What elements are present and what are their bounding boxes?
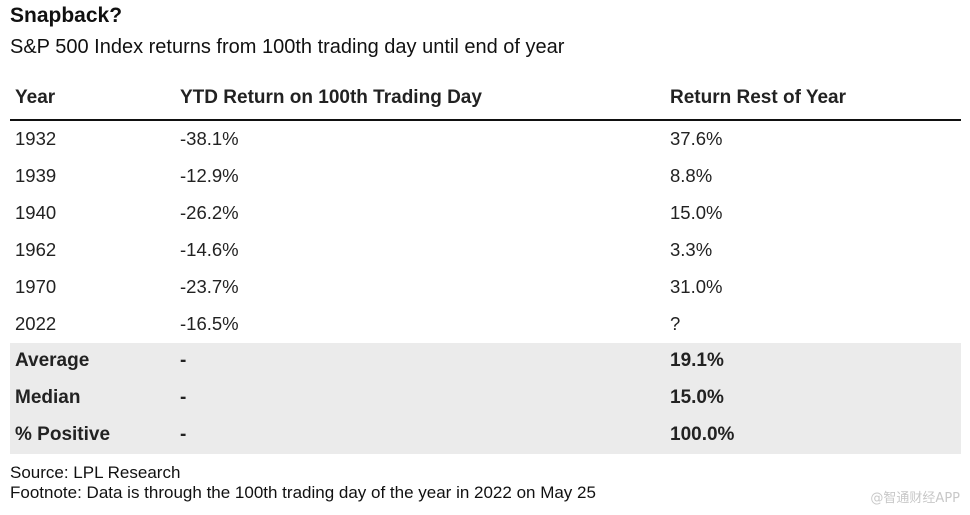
summary-return-rest-of-year: 15.0% <box>670 387 724 408</box>
table-row: 2022 -16.5% ? <box>10 306 961 343</box>
cell-year: 1962 <box>15 239 57 260</box>
table-row: 1932 -38.1% 37.6% <box>10 121 961 158</box>
header-ytd-return: YTD Return on 100th Trading Day <box>180 87 482 108</box>
summary-label: % Positive <box>15 424 111 445</box>
cell-year: 1940 <box>15 202 57 223</box>
summary-row-average: Average - 19.1% <box>10 343 961 380</box>
watermark: @智通财经APP <box>870 491 960 506</box>
cell-return-rest-of-year: 15.0% <box>670 202 723 223</box>
summary-row-median: Median - 15.0% <box>10 380 961 417</box>
summary-label: Median <box>15 387 81 408</box>
returns-table: Year YTD Return on 100th Trading Day Ret… <box>10 80 961 454</box>
cell-ytd-return: -12.9% <box>180 165 239 186</box>
footnote: Footnote: Data is through the 100th trad… <box>10 483 596 502</box>
cell-return-rest-of-year: ? <box>670 313 681 334</box>
cell-ytd-return: -26.2% <box>180 202 239 223</box>
cell-return-rest-of-year: 31.0% <box>670 276 723 297</box>
summary-ytd-return: - <box>180 350 187 371</box>
cell-ytd-return: -16.5% <box>180 313 239 334</box>
cell-year: 1970 <box>15 276 57 297</box>
chart-title: Snapback? <box>10 4 123 27</box>
chart-subtitle: S&P 500 Index returns from 100th trading… <box>10 36 565 58</box>
summary-row-percent-positive: % Positive - 100.0% <box>10 417 961 454</box>
cell-return-rest-of-year: 3.3% <box>670 239 713 260</box>
cell-year: 2022 <box>15 313 57 334</box>
table-row: 1970 -23.7% 31.0% <box>10 269 961 306</box>
cell-ytd-return: -38.1% <box>180 128 239 149</box>
cell-ytd-return: -23.7% <box>180 276 239 297</box>
summary-label: Average <box>15 350 90 371</box>
summary-return-rest-of-year: 19.1% <box>670 350 724 371</box>
table-row: 1939 -12.9% 8.8% <box>10 158 961 195</box>
table-row: 1940 -26.2% 15.0% <box>10 195 961 232</box>
table-header: Year YTD Return on 100th Trading Day Ret… <box>10 80 961 121</box>
cell-year: 1932 <box>15 128 57 149</box>
cell-return-rest-of-year: 8.8% <box>670 165 713 186</box>
cell-return-rest-of-year: 37.6% <box>670 128 723 149</box>
summary-ytd-return: - <box>180 424 187 445</box>
cell-year: 1939 <box>15 165 57 186</box>
header-return-rest-of-year: Return Rest of Year <box>670 87 846 108</box>
table-row: 1962 -14.6% 3.3% <box>10 232 961 269</box>
cell-ytd-return: -14.6% <box>180 239 239 260</box>
header-year: Year <box>15 87 56 108</box>
footer: Source: LPL Research Footnote: Data is t… <box>10 463 596 503</box>
summary-return-rest-of-year: 100.0% <box>670 424 735 445</box>
summary-ytd-return: - <box>180 387 187 408</box>
source-note: Source: LPL Research <box>10 463 181 482</box>
